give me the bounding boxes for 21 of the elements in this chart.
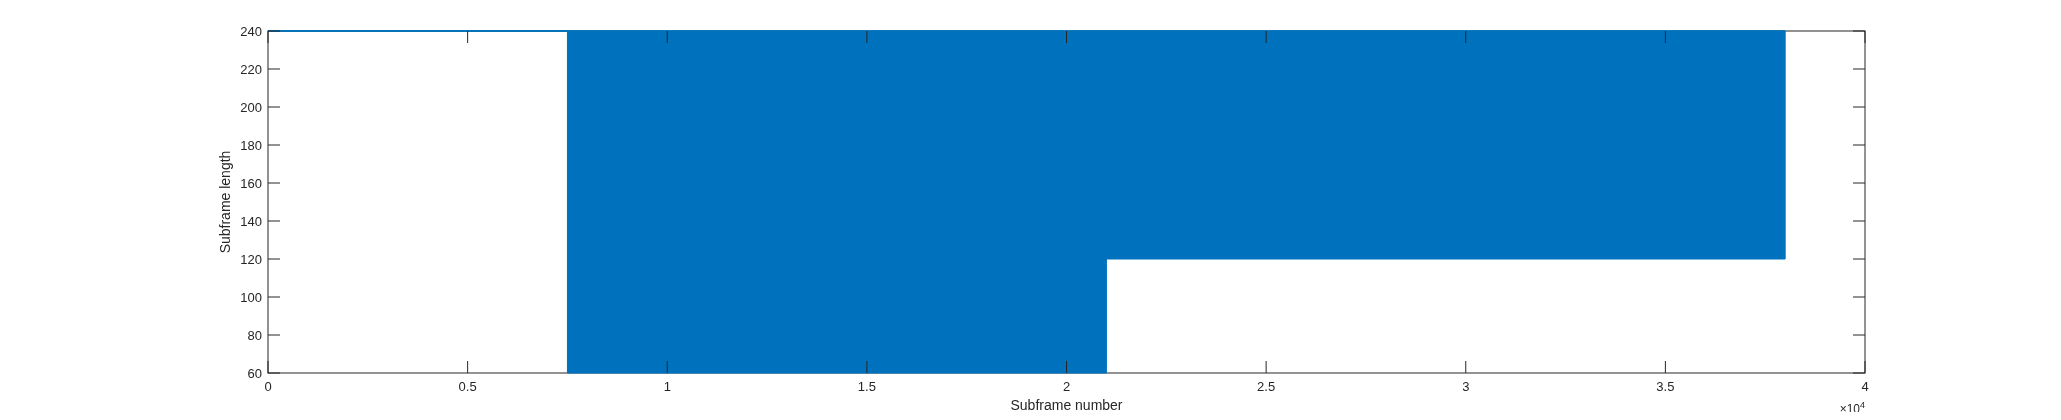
x-tick-label: 1.5 bbox=[857, 379, 876, 394]
x-tick-label: 0.5 bbox=[458, 379, 477, 394]
x-tick-label: 1 bbox=[663, 379, 671, 394]
x-tick-label: 0 bbox=[264, 379, 272, 394]
y-axis-title: Subframe length bbox=[217, 150, 233, 254]
x-tick-label: 3.5 bbox=[1656, 379, 1675, 394]
y-tick-label: 200 bbox=[240, 99, 262, 115]
y-tick-label: 180 bbox=[240, 137, 262, 153]
y-tick-label: 220 bbox=[240, 61, 262, 77]
y-tick-label: 140 bbox=[240, 213, 262, 229]
y-tick-label: 120 bbox=[240, 251, 262, 267]
x-axis-title: Subframe number bbox=[1010, 397, 1123, 413]
y-tick-label: 80 bbox=[247, 327, 262, 343]
x-tick-label: 2.5 bbox=[1257, 379, 1276, 394]
y-tick-label: 60 bbox=[247, 365, 262, 381]
y-tick-label: 100 bbox=[240, 289, 262, 305]
x-tick-label: 2 bbox=[1062, 379, 1071, 394]
x-tick-label: 4 bbox=[1861, 379, 1869, 394]
y-tick-label: 240 bbox=[240, 23, 262, 39]
y-tick-label: 160 bbox=[240, 175, 262, 191]
x-tick-label: 3 bbox=[1462, 379, 1470, 394]
